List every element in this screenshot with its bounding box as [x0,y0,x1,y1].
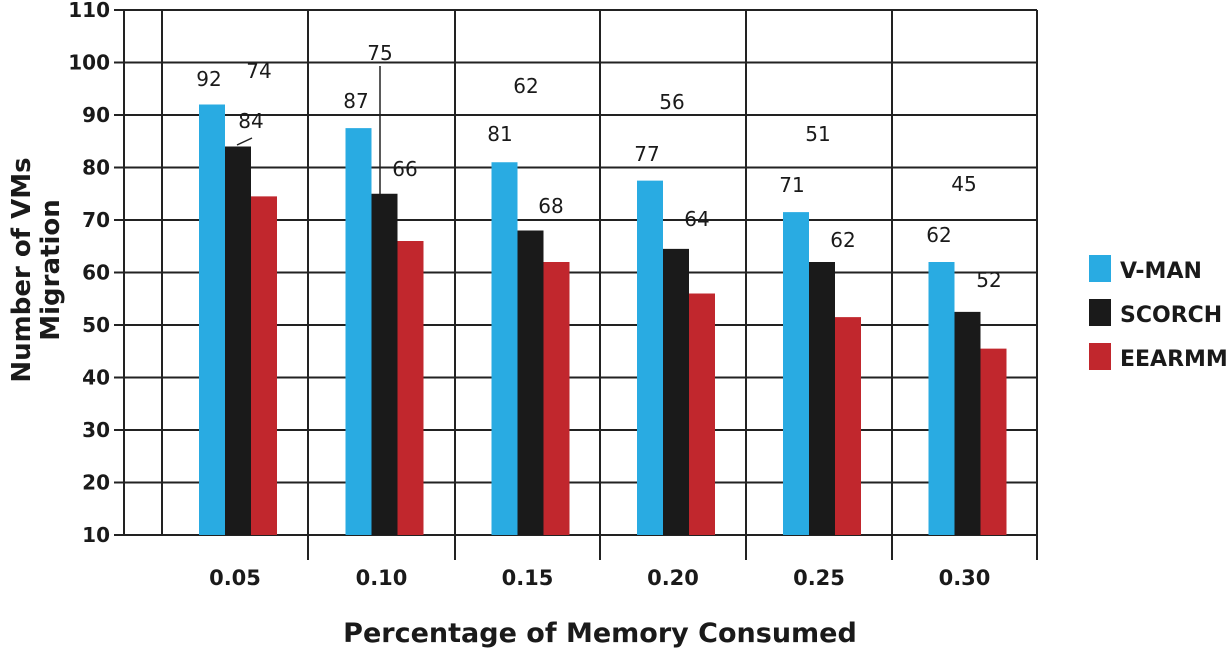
x-tick-label: 0.30 [939,566,991,590]
data-label-v-man-0.30: 62 [926,223,951,247]
bar-v-man-0.20 [637,180,663,535]
bar-v-man-0.30 [928,262,955,535]
bar-scorch-0.30 [954,311,981,535]
legend-swatch-v-man [1089,255,1111,282]
data-label-scorch-0.20: 64 [684,207,709,231]
bar-scorch-0.20 [663,248,689,535]
legend-swatch-scorch [1089,299,1111,326]
bar-eearmm-0.25 [835,317,861,535]
y-axis-ticks: 10 20 30 40 50 60 70 80 90 100 110 [68,0,110,547]
data-label-eearmm-0.05: 74 [246,59,271,83]
y-tick-label: 110 [68,0,110,22]
data-label-eearmm-0.25: 51 [805,122,830,146]
bar-scorch-0.10 [371,193,398,535]
x-tick-label: 0.10 [356,566,408,590]
y-tick-label: 70 [82,208,110,232]
legend-swatch-eearmm [1089,343,1111,370]
data-label-eearmm-0.15: 62 [513,74,538,98]
bar-v-man-0.25 [783,212,809,535]
bar-v-man-0.15 [491,162,518,535]
data-labels: 92 84 74 87 75 66 81 68 62 77 64 56 71 62 51 62 52 45 [196,41,1001,292]
y-axis-label-line-2: Migration [36,199,66,340]
leader-line [236,137,253,146]
x-tick-label: 0.25 [793,566,845,590]
x-axis-label: Percentage of Memory Consumed [343,618,857,649]
data-label-scorch-0.15: 68 [538,194,563,218]
data-label-scorch-0.10: 75 [367,41,392,65]
y-tick-label: 100 [68,51,110,75]
y-tick-label: 50 [82,313,110,337]
y-tick-label: 80 [82,156,110,180]
data-label-v-man-0.15: 81 [487,122,512,146]
data-label-v-man-0.10: 87 [343,89,368,113]
bar-v-man-0.10 [345,128,372,535]
data-label-v-man-0.20: 77 [634,142,659,166]
y-axis-label: Number of VMs Migration [7,157,66,382]
bar-eearmm-0.05 [251,196,277,535]
data-label-eearmm-0.10: 66 [392,157,417,181]
x-tick-label: 0.20 [647,566,699,590]
data-label-scorch-0.05: 84 [238,109,263,133]
bar-eearmm-0.30 [980,348,1007,535]
data-label-scorch-0.30: 52 [976,268,1001,292]
legend-label-scorch: SCORCH [1120,303,1222,328]
y-tick-label: 40 [82,366,110,390]
y-tick-label: 10 [82,523,110,547]
x-tick-label: 0.15 [502,566,554,590]
bars [199,104,1007,535]
bar-v-man-0.05 [199,104,225,535]
y-tick-label: 60 [82,261,110,285]
data-label-v-man-0.05: 92 [196,67,221,91]
bar-scorch-0.05 [225,146,251,535]
data-label-v-man-0.25: 71 [779,173,804,197]
y-tick-label: 90 [82,103,110,127]
y-tick-label: 30 [82,418,110,442]
bar-eearmm-0.15 [543,262,570,535]
y-tick-label: 20 [82,471,110,495]
bar-scorch-0.25 [809,262,835,535]
bar-eearmm-0.10 [397,241,424,535]
data-label-eearmm-0.30: 45 [951,172,976,196]
bar-scorch-0.15 [517,230,544,535]
legend-label-v-man: V-MAN [1120,259,1202,284]
data-label-eearmm-0.20: 56 [659,90,684,114]
legend: V-MAN SCORCH EEARMM [1089,255,1228,372]
data-label-scorch-0.25: 62 [830,228,855,252]
legend-label-eearmm: EEARMM [1120,347,1228,372]
bar-eearmm-0.20 [689,293,715,535]
x-tick-label: 0.05 [209,566,261,590]
y-axis-label-line-1: Number of VMs [7,157,37,382]
x-axis-ticks: 0.05 0.10 0.15 0.20 0.25 0.30 [209,566,990,590]
